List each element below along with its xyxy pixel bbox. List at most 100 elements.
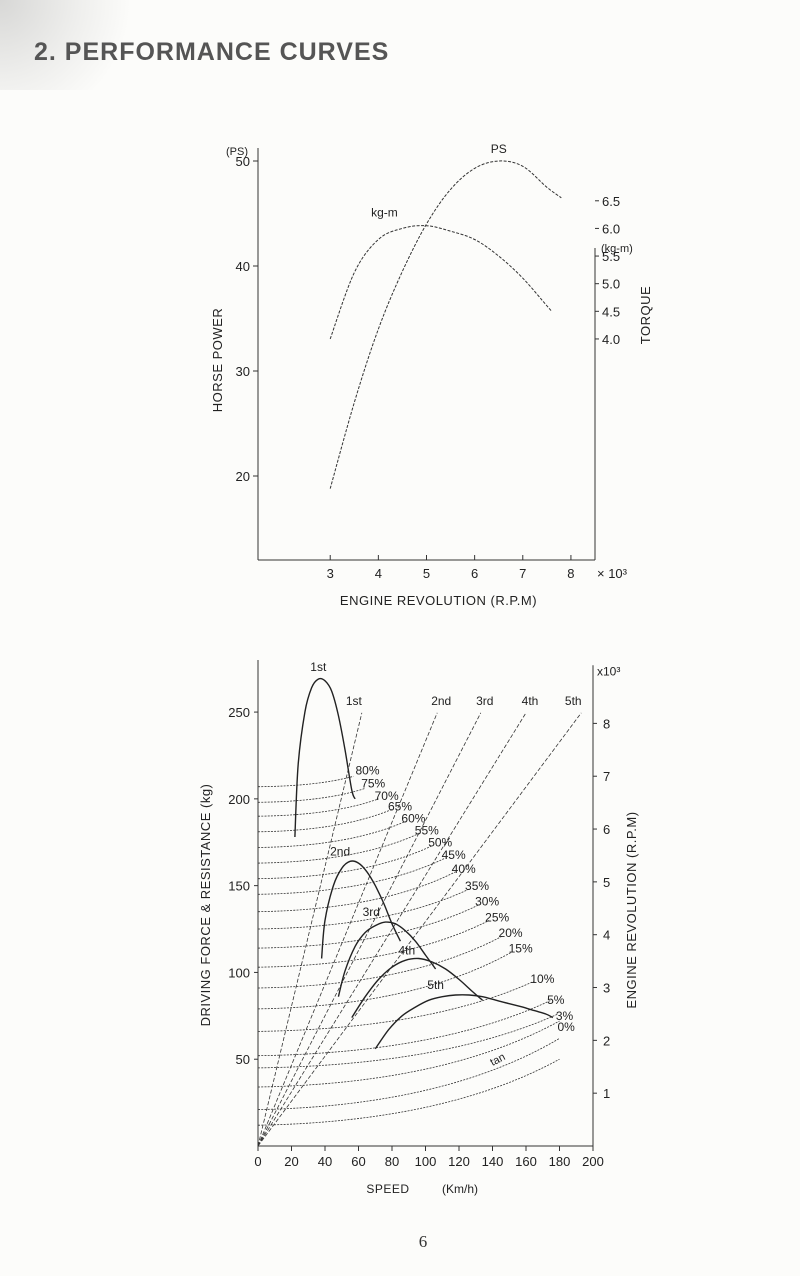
resistance-curve <box>257 798 379 817</box>
right-tick-label: 7 <box>603 769 610 784</box>
left-tick-label: 50 <box>236 1052 250 1067</box>
resistance-curve <box>257 1058 560 1126</box>
x-axis-unit: (Km/h) <box>442 1182 478 1196</box>
gear-rpm-label-5th: 5th <box>565 694 582 708</box>
gear-rpm-line-1st <box>257 712 363 1147</box>
page-number: 6 <box>418 1232 428 1251</box>
series-label-kg-m: kg-m <box>371 205 398 219</box>
right-tick-label: 6.0 <box>602 221 620 236</box>
driving-force-curve-1st <box>294 677 356 838</box>
grade-label: 15% <box>509 942 533 956</box>
grade-label: 40% <box>452 862 476 876</box>
grade-label: 65% <box>388 799 412 813</box>
grade-label: 10% <box>530 972 554 986</box>
left-tick-label: 150 <box>228 879 250 894</box>
x-multiplier: × 10³ <box>597 566 628 581</box>
grade-label: 20% <box>499 926 523 940</box>
resistance-curve <box>257 808 393 833</box>
series-line-kg-m <box>329 225 553 340</box>
series-line-PS <box>329 160 562 489</box>
resistance-curve <box>257 833 419 864</box>
grade-label: 80% <box>355 763 379 777</box>
right-tick-label: 4.5 <box>602 304 620 319</box>
driving-force-curve-2nd <box>320 860 402 959</box>
right-tick-label: 6 <box>603 822 610 837</box>
right-tick-label: 2 <box>603 1033 610 1048</box>
grade-label: 25% <box>485 910 509 924</box>
resistance-curve <box>257 821 406 848</box>
horsepower-torque-chart: 3 4 5 6 7 8 × 10³ ENGINE REVOLUTION (R.P.M) 50 40… <box>210 142 653 608</box>
x-tick-label: 0 <box>254 1154 261 1169</box>
left-unit: (PS) <box>226 146 248 158</box>
right-tick-label: 6.5 <box>602 194 620 209</box>
gear-rpm-line-5th <box>257 712 582 1147</box>
grade-label: 55% <box>415 824 439 838</box>
left-axis-label: DRIVING FORCE & RESISTANCE (kg) <box>198 784 213 1027</box>
page-title: 2. PERFORMANCE CURVES <box>34 38 390 66</box>
resistance-curve <box>257 888 470 930</box>
x-tick-label: 40 <box>318 1154 332 1169</box>
resistance-curve <box>257 980 535 1032</box>
left-tick-label: 40 <box>236 259 250 274</box>
gear-rpm-line-4th <box>257 712 527 1147</box>
right-tick-label: 5 <box>603 875 610 890</box>
grade-label: 35% <box>465 879 489 893</box>
resistance-curve <box>257 857 446 895</box>
grade-label: 45% <box>442 848 466 862</box>
x-tick-label: 6 <box>471 566 478 581</box>
left-axis-label: HORSE POWER <box>210 308 225 412</box>
series-label-PS: PS <box>491 142 507 156</box>
grade-label: 3% <box>556 1009 574 1023</box>
x-axis-label: SPEED <box>366 1182 409 1196</box>
resistance-curve <box>257 904 480 949</box>
resistance-curve <box>257 1038 560 1110</box>
grade-label: 0% <box>558 1020 576 1034</box>
tan-label: tan <box>488 1051 507 1069</box>
resistance-curve <box>257 920 490 968</box>
driving-force-label-1st: 1st <box>310 660 327 674</box>
gear-rpm-label-3rd: 3rd <box>476 694 493 708</box>
right-multiplier: x10³ <box>597 665 620 679</box>
x-axis-label: ENGINE REVOLUTION (R.P.M) <box>340 593 537 608</box>
right-tick-label: 4 <box>603 928 610 943</box>
driving-force-label-2nd: 2nd <box>330 844 350 858</box>
gear-rpm-label-4th: 4th <box>522 694 539 708</box>
grade-label: 5% <box>547 993 565 1007</box>
x-tick-label: 80 <box>385 1154 399 1169</box>
x-tick-label: 100 <box>415 1154 437 1169</box>
left-tick-label: 200 <box>228 792 250 807</box>
x-tick-label: 200 <box>582 1154 604 1169</box>
x-tick-label: 7 <box>519 566 526 581</box>
grade-label: 30% <box>475 895 499 909</box>
driving-force-curve-3rd <box>337 921 437 997</box>
grade-label: 50% <box>428 836 452 850</box>
x-tick-label: 20 <box>284 1154 298 1169</box>
resistance-curve <box>257 845 433 880</box>
resistance-curve <box>257 871 456 913</box>
driving-force-curve-4th <box>351 957 483 1018</box>
resistance-curve <box>257 775 354 788</box>
left-tick-label: 20 <box>236 469 250 484</box>
right-tick-label: 5.0 <box>602 277 620 292</box>
driving-force-label-5th: 5th <box>427 978 444 992</box>
left-tick-label: 30 <box>236 364 250 379</box>
x-tick-label: 3 <box>327 566 334 581</box>
gear-rpm-label-1st: 1st <box>346 694 363 708</box>
right-tick-label: 4.0 <box>602 332 620 347</box>
right-tick-label: 1 <box>603 1086 610 1101</box>
right-tick-label: 8 <box>603 716 610 731</box>
driving-force-curve-5th <box>374 994 554 1050</box>
x-tick-label: 8 <box>567 566 574 581</box>
left-tick-label: 50 <box>236 154 250 169</box>
x-tick-label: 5 <box>423 566 430 581</box>
resistance-curve <box>257 788 366 803</box>
left-tick-label: 100 <box>228 965 250 980</box>
resistance-curve <box>257 935 503 989</box>
driving-force-label-4th: 4th <box>398 944 415 958</box>
grade-label: 70% <box>375 789 399 803</box>
resistance-curve <box>257 1020 560 1088</box>
x-tick-label: 140 <box>482 1154 504 1169</box>
corner-speckle <box>0 0 150 90</box>
gear-rpm-label-2nd: 2nd <box>431 694 451 708</box>
